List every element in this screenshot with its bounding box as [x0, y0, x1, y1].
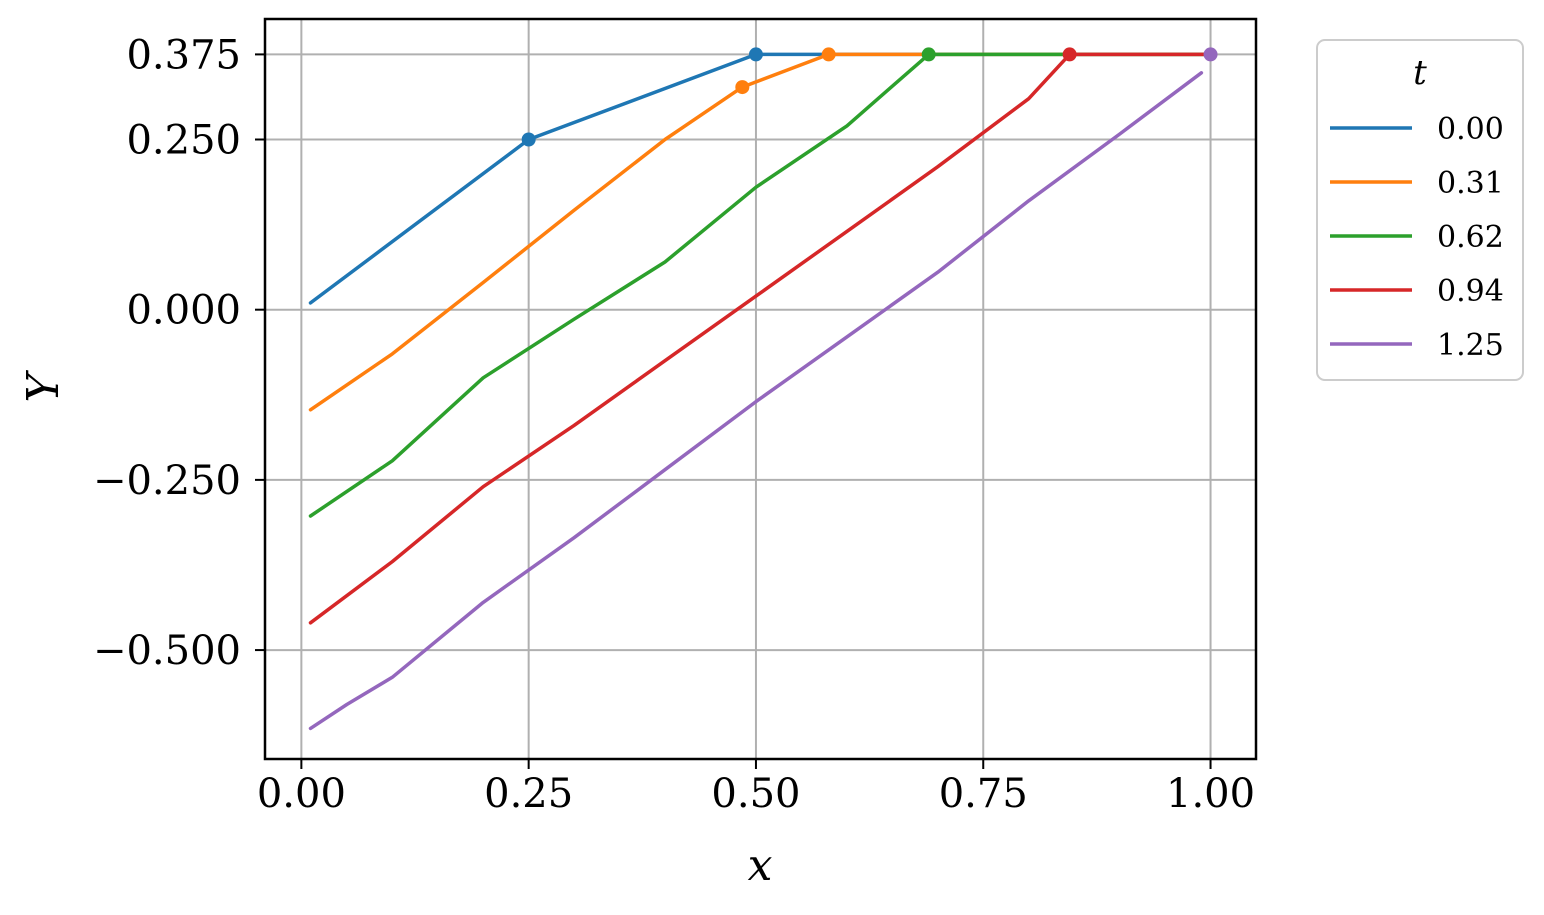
series-marker	[521, 132, 536, 147]
legend-items: 0.00 0.31 0.62 0.94 1.25	[1330, 112, 1504, 363]
grid-lines	[265, 19, 1256, 759]
series-line	[308, 52, 1213, 305]
x-axis-ticks: 0.00 0.25 0.50 0.75 1.00	[257, 759, 1255, 817]
y-tick-label: −0.500	[93, 628, 241, 674]
legend-label: 0.62	[1437, 220, 1504, 255]
x-tick-label: 1.00	[1166, 771, 1255, 817]
legend-label: 0.31	[1437, 166, 1504, 201]
y-tick-label: 0.250	[126, 117, 241, 163]
y-axis-ticks: −0.500 −0.250 0.000 0.250 0.375	[93, 32, 265, 674]
series-marker	[821, 47, 836, 62]
plot-frame	[263, 17, 1258, 761]
y-tick-label: 0.375	[126, 32, 241, 78]
legend-label: 0.94	[1437, 274, 1504, 309]
x-tick-label: 0.25	[484, 771, 573, 817]
series-lines	[308, 52, 1213, 731]
series-marker	[1203, 47, 1218, 62]
legend-label: 1.25	[1437, 328, 1504, 363]
series-marker	[1062, 47, 1077, 62]
y-axis-title: Y	[18, 370, 69, 403]
series-line	[308, 71, 1204, 731]
legend-title: t	[1413, 53, 1427, 93]
x-tick-label: 0.50	[711, 771, 800, 817]
x-tick-label: 0.75	[939, 771, 1028, 817]
legend: t 0.00 0.31 0.62 0.94 1.25	[1316, 39, 1524, 381]
y-tick-label: −0.250	[93, 458, 241, 504]
series-marker	[748, 47, 763, 62]
series-markers	[521, 47, 1218, 147]
x-tick-label: 0.00	[257, 771, 346, 817]
legend-label: 0.00	[1437, 112, 1504, 147]
y-tick-label: 0.000	[126, 288, 241, 334]
series-marker	[735, 80, 750, 95]
series-line	[308, 52, 1213, 518]
series-line	[308, 52, 1213, 412]
x-axis-title: x	[748, 840, 773, 891]
series-marker	[921, 47, 936, 62]
legend-box	[1316, 39, 1524, 381]
